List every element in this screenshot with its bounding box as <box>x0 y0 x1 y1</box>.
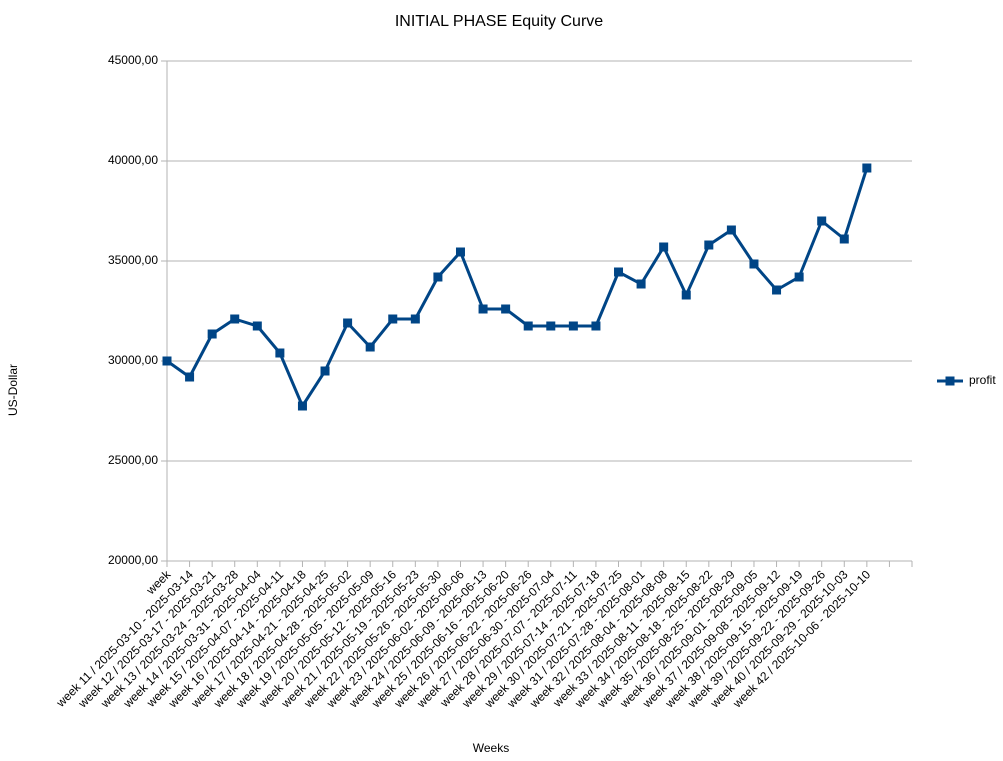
x-axis-label: Weeks <box>473 741 509 755</box>
point-marker <box>546 321 556 331</box>
point-marker <box>185 372 195 382</box>
point-marker <box>523 321 533 331</box>
point-marker <box>749 259 759 269</box>
y-axis-label: US-Dollar <box>6 364 20 416</box>
point-marker <box>817 216 827 226</box>
point-marker <box>636 279 646 289</box>
point-marker <box>297 401 307 411</box>
point-marker <box>704 240 714 250</box>
y-tick-label: 40000,00 <box>108 153 158 167</box>
point-marker <box>320 366 330 376</box>
point-marker <box>275 348 285 358</box>
point-marker <box>681 290 691 300</box>
y-tick-label: 35000,00 <box>108 253 158 267</box>
point-marker <box>388 314 398 324</box>
point-marker <box>343 318 353 328</box>
point-marker <box>162 356 172 366</box>
point-marker <box>772 285 782 295</box>
point-marker <box>839 234 849 244</box>
point-marker <box>659 242 669 252</box>
y-tick-label: 30000,00 <box>108 353 158 367</box>
point-marker <box>794 272 804 282</box>
chart-title: INITIAL PHASE Equity Curve <box>395 13 603 30</box>
y-tick-label: 20000,00 <box>108 553 158 567</box>
point-marker <box>478 304 488 314</box>
point-marker <box>455 247 465 257</box>
point-marker <box>726 225 736 235</box>
point-marker <box>501 304 511 314</box>
point-marker <box>591 321 601 331</box>
legend-label: profit <box>969 373 996 387</box>
point-marker <box>207 329 217 339</box>
y-tick-label: 25000,00 <box>108 453 158 467</box>
point-marker <box>365 342 375 352</box>
point-marker <box>862 163 872 173</box>
point-marker <box>230 314 240 324</box>
y-tick-label: 45000,00 <box>108 53 158 67</box>
point-marker <box>433 272 443 282</box>
point-marker <box>410 314 420 324</box>
point-marker <box>568 321 578 331</box>
point-marker <box>614 267 624 277</box>
point-marker <box>252 321 262 331</box>
series-line <box>166 167 869 408</box>
legend-marker <box>945 376 955 386</box>
